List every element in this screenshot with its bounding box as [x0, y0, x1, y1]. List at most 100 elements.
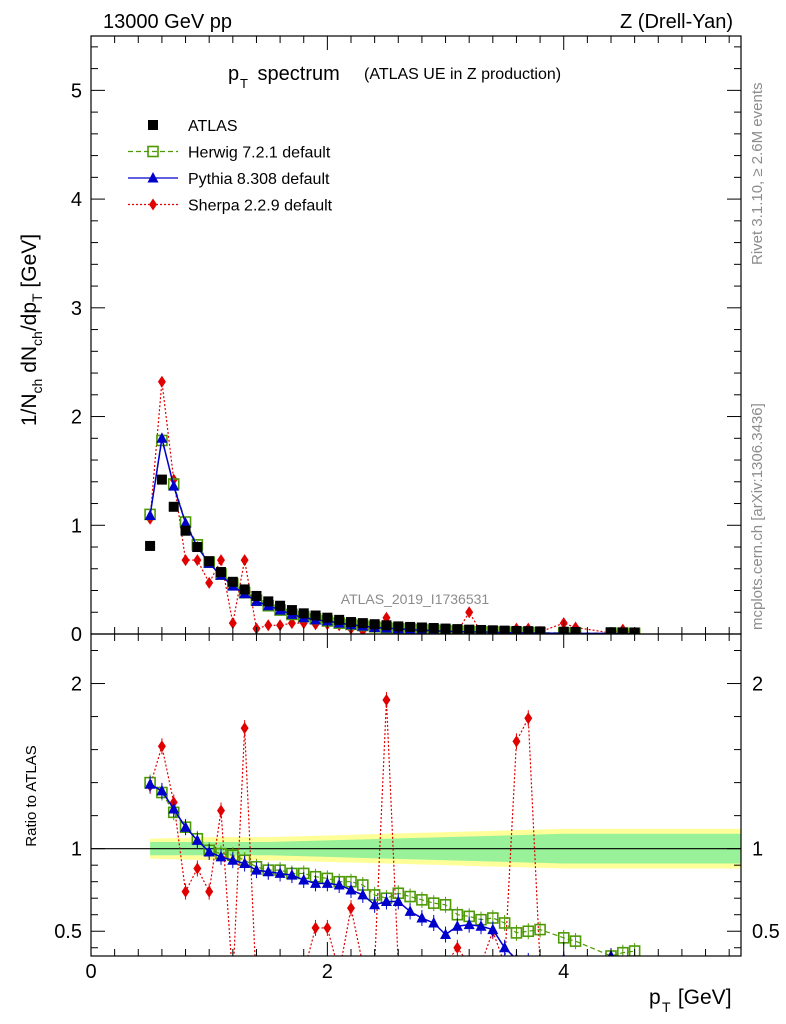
- ratio-point: [477, 958, 485, 970]
- series-atlas: [145, 474, 640, 634]
- y-tick-label: 1: [71, 515, 82, 537]
- ratio-point: [439, 899, 452, 911]
- data-point: [251, 590, 262, 601]
- title-sub: T: [240, 76, 248, 91]
- data-point: [276, 619, 285, 632]
- ratio-point: [262, 865, 274, 877]
- data-point: [298, 608, 309, 619]
- y-tick-label: 0: [71, 624, 82, 646]
- ratio-point: [300, 967, 308, 979]
- ratio-point: [501, 958, 509, 970]
- plot-axes: 0 2 4 0 1 2 3 4 5 0.5 0.5 1 1 2 2: [54, 35, 780, 983]
- data-point: [157, 375, 166, 388]
- data-point: [168, 480, 180, 491]
- x-axis-label: p T [GeV]: [649, 986, 732, 1015]
- data-point: [476, 624, 486, 634]
- data-point: [240, 554, 249, 567]
- ratio-point: [347, 902, 355, 915]
- ratio-point: [534, 923, 546, 936]
- data-point: [180, 517, 192, 528]
- ratio-point: [276, 958, 284, 970]
- ratio-series-sherpa: [146, 692, 639, 987]
- data-point: [393, 621, 404, 632]
- side-text-bottom: mcplots.cern.ch [arXiv:1306.3436]: [749, 403, 766, 630]
- ratio-point: [298, 874, 310, 885]
- series-pythia: [144, 432, 639, 634]
- ratio-point: [191, 834, 203, 845]
- analysis-watermark: ATLAS_2019_I1736531: [341, 591, 490, 607]
- legend-marker: [149, 198, 157, 211]
- ratio-point: [404, 890, 416, 903]
- ratio-tick-label-left: 0.5: [54, 921, 82, 943]
- ratio-point: [607, 958, 615, 970]
- ratio-point: [240, 722, 249, 735]
- ratio-point: [475, 920, 487, 931]
- data-point: [144, 509, 156, 520]
- data-point: [617, 627, 628, 634]
- data-point: [217, 554, 225, 567]
- svg-text:p: p: [649, 986, 661, 1009]
- legend-label: ATLAS: [188, 118, 238, 135]
- ratio-point: [193, 862, 202, 875]
- ratio-point: [428, 916, 440, 928]
- ratio-point: [510, 927, 523, 939]
- ratio-point: [203, 845, 215, 857]
- data-point: [263, 596, 274, 607]
- y-tick-label: 2: [71, 407, 82, 429]
- ratio-y-axis-label: Ratio to ATLAS: [23, 745, 40, 846]
- ratio-point: [628, 945, 641, 956]
- ratio-point: [404, 905, 416, 916]
- ratio-point: [463, 918, 475, 930]
- data-point: [286, 605, 297, 616]
- legend-entry: Pythia 8.308 default: [128, 171, 330, 188]
- ratio-point: [274, 867, 286, 878]
- ratio-point: [144, 778, 156, 789]
- ratio-point: [394, 958, 402, 970]
- legend-entry: Herwig 7.2.1 default: [128, 145, 331, 162]
- ratio-point: [430, 958, 438, 970]
- ratio-point: [371, 958, 379, 970]
- ratio-point: [451, 920, 463, 931]
- data-point: [381, 620, 392, 631]
- data-point: [216, 567, 226, 578]
- ratio-point: [499, 941, 511, 953]
- data-point: [168, 501, 179, 512]
- ratio-tick-label-left: 1: [71, 839, 82, 861]
- ratio-series-herwig: [144, 774, 641, 956]
- data-point: [465, 606, 474, 619]
- data-point: [570, 626, 581, 634]
- ratio-point: [427, 897, 440, 909]
- ratio-point: [345, 883, 357, 895]
- header-left-text: 13000 GeV pp: [103, 11, 232, 33]
- ratio-point: [392, 895, 404, 907]
- legend-marker: [148, 120, 158, 130]
- data-point: [275, 600, 286, 611]
- ratio-point: [205, 885, 214, 898]
- header-right-text: Z (Drell-Yan): [620, 11, 733, 33]
- y-tick-label: 5: [71, 80, 82, 102]
- side-text-top: Rivet 3.1.10, ≥ 2.6M events: [749, 83, 766, 266]
- ratio-point: [229, 975, 237, 987]
- ratio-point: [524, 712, 533, 725]
- y-tick-label: 4: [71, 189, 82, 211]
- ratio-point: [535, 958, 546, 969]
- ratio-tick-label-right: 2: [752, 674, 763, 696]
- data-point: [156, 474, 167, 485]
- ratio-point: [215, 850, 227, 862]
- data-point: [228, 617, 237, 630]
- svg-text:[GeV]: [GeV]: [672, 986, 732, 1009]
- data-point: [204, 556, 215, 567]
- y-tick-label: 3: [71, 298, 82, 320]
- title-rest: spectrum: [252, 63, 340, 85]
- ratio-point: [631, 958, 639, 970]
- data-point: [264, 619, 273, 632]
- ratio-point: [359, 958, 367, 970]
- legend: ATLAS Herwig 7.2.1 default Pythia 8.308 de…: [128, 118, 333, 215]
- ratio-point: [180, 821, 192, 832]
- data-point: [205, 576, 214, 589]
- ratio-point: [264, 967, 272, 979]
- ratio-point: [380, 895, 392, 907]
- ratio-point: [619, 958, 627, 970]
- data-point: [145, 540, 156, 551]
- data-point: [310, 610, 321, 621]
